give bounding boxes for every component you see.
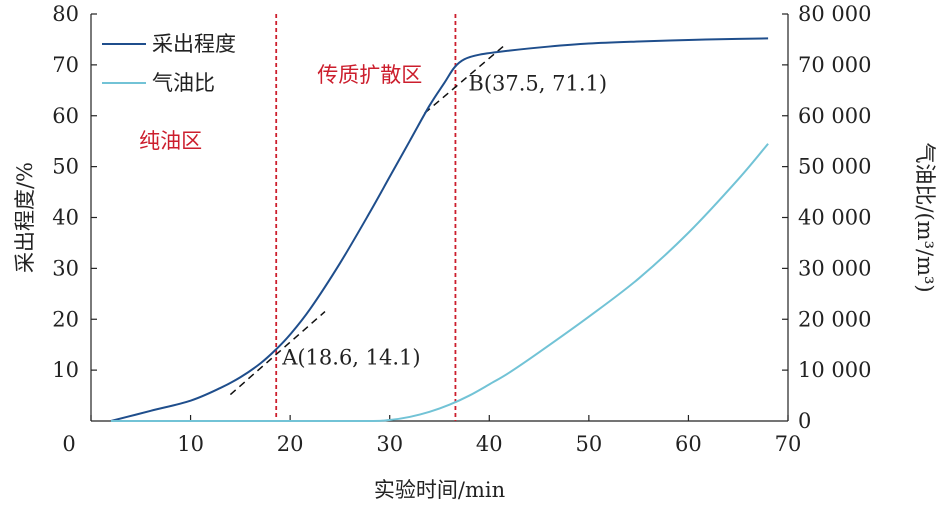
y2-axis-ticks: 0 10 000 20 000 30 000 40 000 50 000 60 000 70 … <box>782 2 871 433</box>
legend-label-gor: 气油比 <box>152 71 215 95</box>
zone-label-pure-oil: 纯油区 <box>139 129 202 153</box>
point-label-a: A(18.6, 14.1) <box>281 345 420 369</box>
x-tick-label: 50 <box>575 432 602 456</box>
x-axis-ticks: 0 10 20 30 40 50 60 70 <box>62 415 801 456</box>
x-tick-label: 70 <box>775 432 802 456</box>
y2-tick-label: 40 000 <box>798 206 871 230</box>
point-label-b: B(37.5, 71.1) <box>468 71 607 95</box>
y2-tick-label: 70 000 <box>798 53 871 77</box>
y2-tick-label: 60 000 <box>798 104 871 128</box>
legend: 采出程度 气油比 <box>102 32 236 95</box>
y-tick-label: 50 <box>52 155 79 179</box>
y-tick-label: 20 <box>52 307 79 331</box>
x-tick-label: 30 <box>376 432 403 456</box>
tangent-line <box>424 44 505 114</box>
x-tick-label: 0 <box>62 432 75 456</box>
series-line-recovery <box>110 37 769 422</box>
zone-boundaries <box>275 14 457 421</box>
x-tick-label: 10 <box>177 432 204 456</box>
legend-label-recovery: 采出程度 <box>152 32 236 56</box>
y-tick-label: 40 <box>52 206 79 230</box>
y-tick-label: 80 <box>52 2 79 26</box>
x-tick-label: 40 <box>476 432 503 456</box>
y-tick-label: 70 <box>52 53 79 77</box>
y2-tick-label: 80 000 <box>798 2 871 26</box>
y2-tick-label: 20 000 <box>798 307 871 331</box>
tangent-lines <box>229 44 505 396</box>
x-tick-label: 20 <box>277 432 304 456</box>
y-axis-ticks: 10 20 30 40 50 60 70 80 <box>52 2 97 382</box>
series-lines <box>110 37 769 423</box>
y2-tick-label: 0 <box>798 409 811 433</box>
series-line-gor <box>110 143 769 423</box>
y-tick-label: 10 <box>52 358 79 382</box>
y2-tick-label: 30 000 <box>798 256 871 280</box>
y-tick-label: 60 <box>52 104 79 128</box>
x-axis-title: 实验时间/min <box>374 478 505 502</box>
zone-label-diffusion: 传质扩散区 <box>317 63 422 87</box>
y2-axis-title: 气油比/(m³/m³) <box>913 142 936 292</box>
y-axis-title: 采出程度/% <box>13 162 37 273</box>
x-tick-label: 60 <box>675 432 702 456</box>
y2-tick-label: 50 000 <box>798 155 871 179</box>
tangent-line <box>229 311 326 396</box>
y-tick-label: 30 <box>52 256 79 280</box>
y2-tick-label: 10 000 <box>798 358 871 382</box>
